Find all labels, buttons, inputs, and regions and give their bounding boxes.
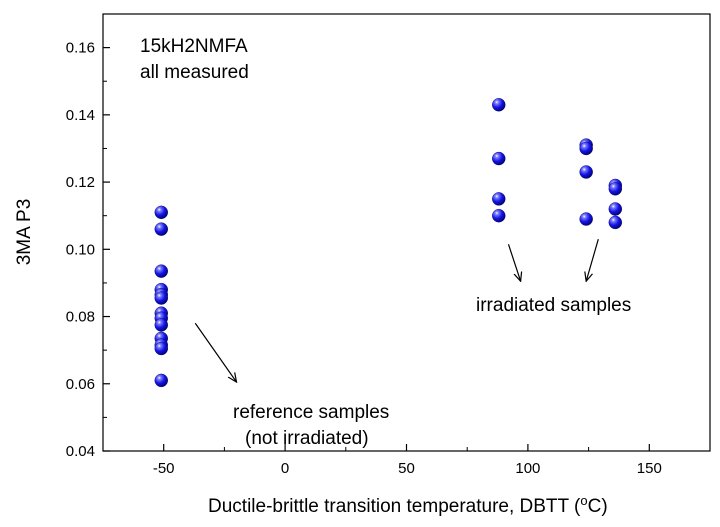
data-point xyxy=(492,151,506,166)
y-tick-label: 0.10 xyxy=(66,241,95,258)
x-tick-label: 150 xyxy=(637,460,662,477)
data-point xyxy=(579,212,593,226)
data-point xyxy=(154,318,168,332)
y-axis-label: 3MA P3 xyxy=(14,199,35,266)
data-point xyxy=(608,202,623,216)
reference-label-line2: (not irradiated) xyxy=(245,428,369,449)
x-axis-label-degree: o xyxy=(580,493,587,508)
x-axis: -50 0 50 100 150 xyxy=(102,444,711,477)
y-tick-label: 0.16 xyxy=(66,40,95,57)
data-point xyxy=(492,192,506,206)
x-tick-label: 0 xyxy=(281,460,289,477)
reference-label-line1: reference samples xyxy=(233,402,389,423)
data-point xyxy=(154,205,168,220)
x-tick-label: 50 xyxy=(398,460,415,477)
data-series xyxy=(154,98,623,388)
y-tick-label: 0.14 xyxy=(66,107,95,124)
data-point xyxy=(579,165,593,179)
legend-title: 15kH2NMFA xyxy=(140,36,248,57)
irradiated-label: irradiated samples xyxy=(476,295,631,316)
data-point xyxy=(154,291,168,305)
annotation-arrows xyxy=(194,239,599,382)
y-tick-label: 0.12 xyxy=(66,174,95,191)
x-tick-label: 100 xyxy=(515,460,540,477)
y-axis: 0.04 0.06 0.08 0.10 0.12 0.14 0.16 xyxy=(66,40,110,460)
y-tick-label: 0.06 xyxy=(66,376,95,393)
legend-subtitle: all measured xyxy=(140,62,249,83)
y-tick-label: 0.04 xyxy=(66,443,95,460)
data-point xyxy=(154,373,168,388)
reference-arrow xyxy=(194,322,236,382)
data-point xyxy=(154,264,168,278)
x-axis-label-main: Ductile-brittle transition temperature, … xyxy=(208,496,581,517)
x-axis-label: Ductile-brittle transition temperature, … xyxy=(208,493,608,517)
y-tick-label: 0.08 xyxy=(66,309,95,326)
x-tick-label: -50 xyxy=(153,460,175,477)
data-point xyxy=(492,98,506,112)
data-point xyxy=(154,341,168,356)
data-point xyxy=(608,182,623,196)
data-point xyxy=(579,141,593,156)
data-point xyxy=(608,215,623,230)
data-point xyxy=(492,208,506,223)
irradiated-arrow-left xyxy=(507,244,520,281)
data-point xyxy=(154,222,168,236)
irradiated-arrow-right xyxy=(586,239,599,281)
x-axis-label-unit: C) xyxy=(588,496,608,517)
